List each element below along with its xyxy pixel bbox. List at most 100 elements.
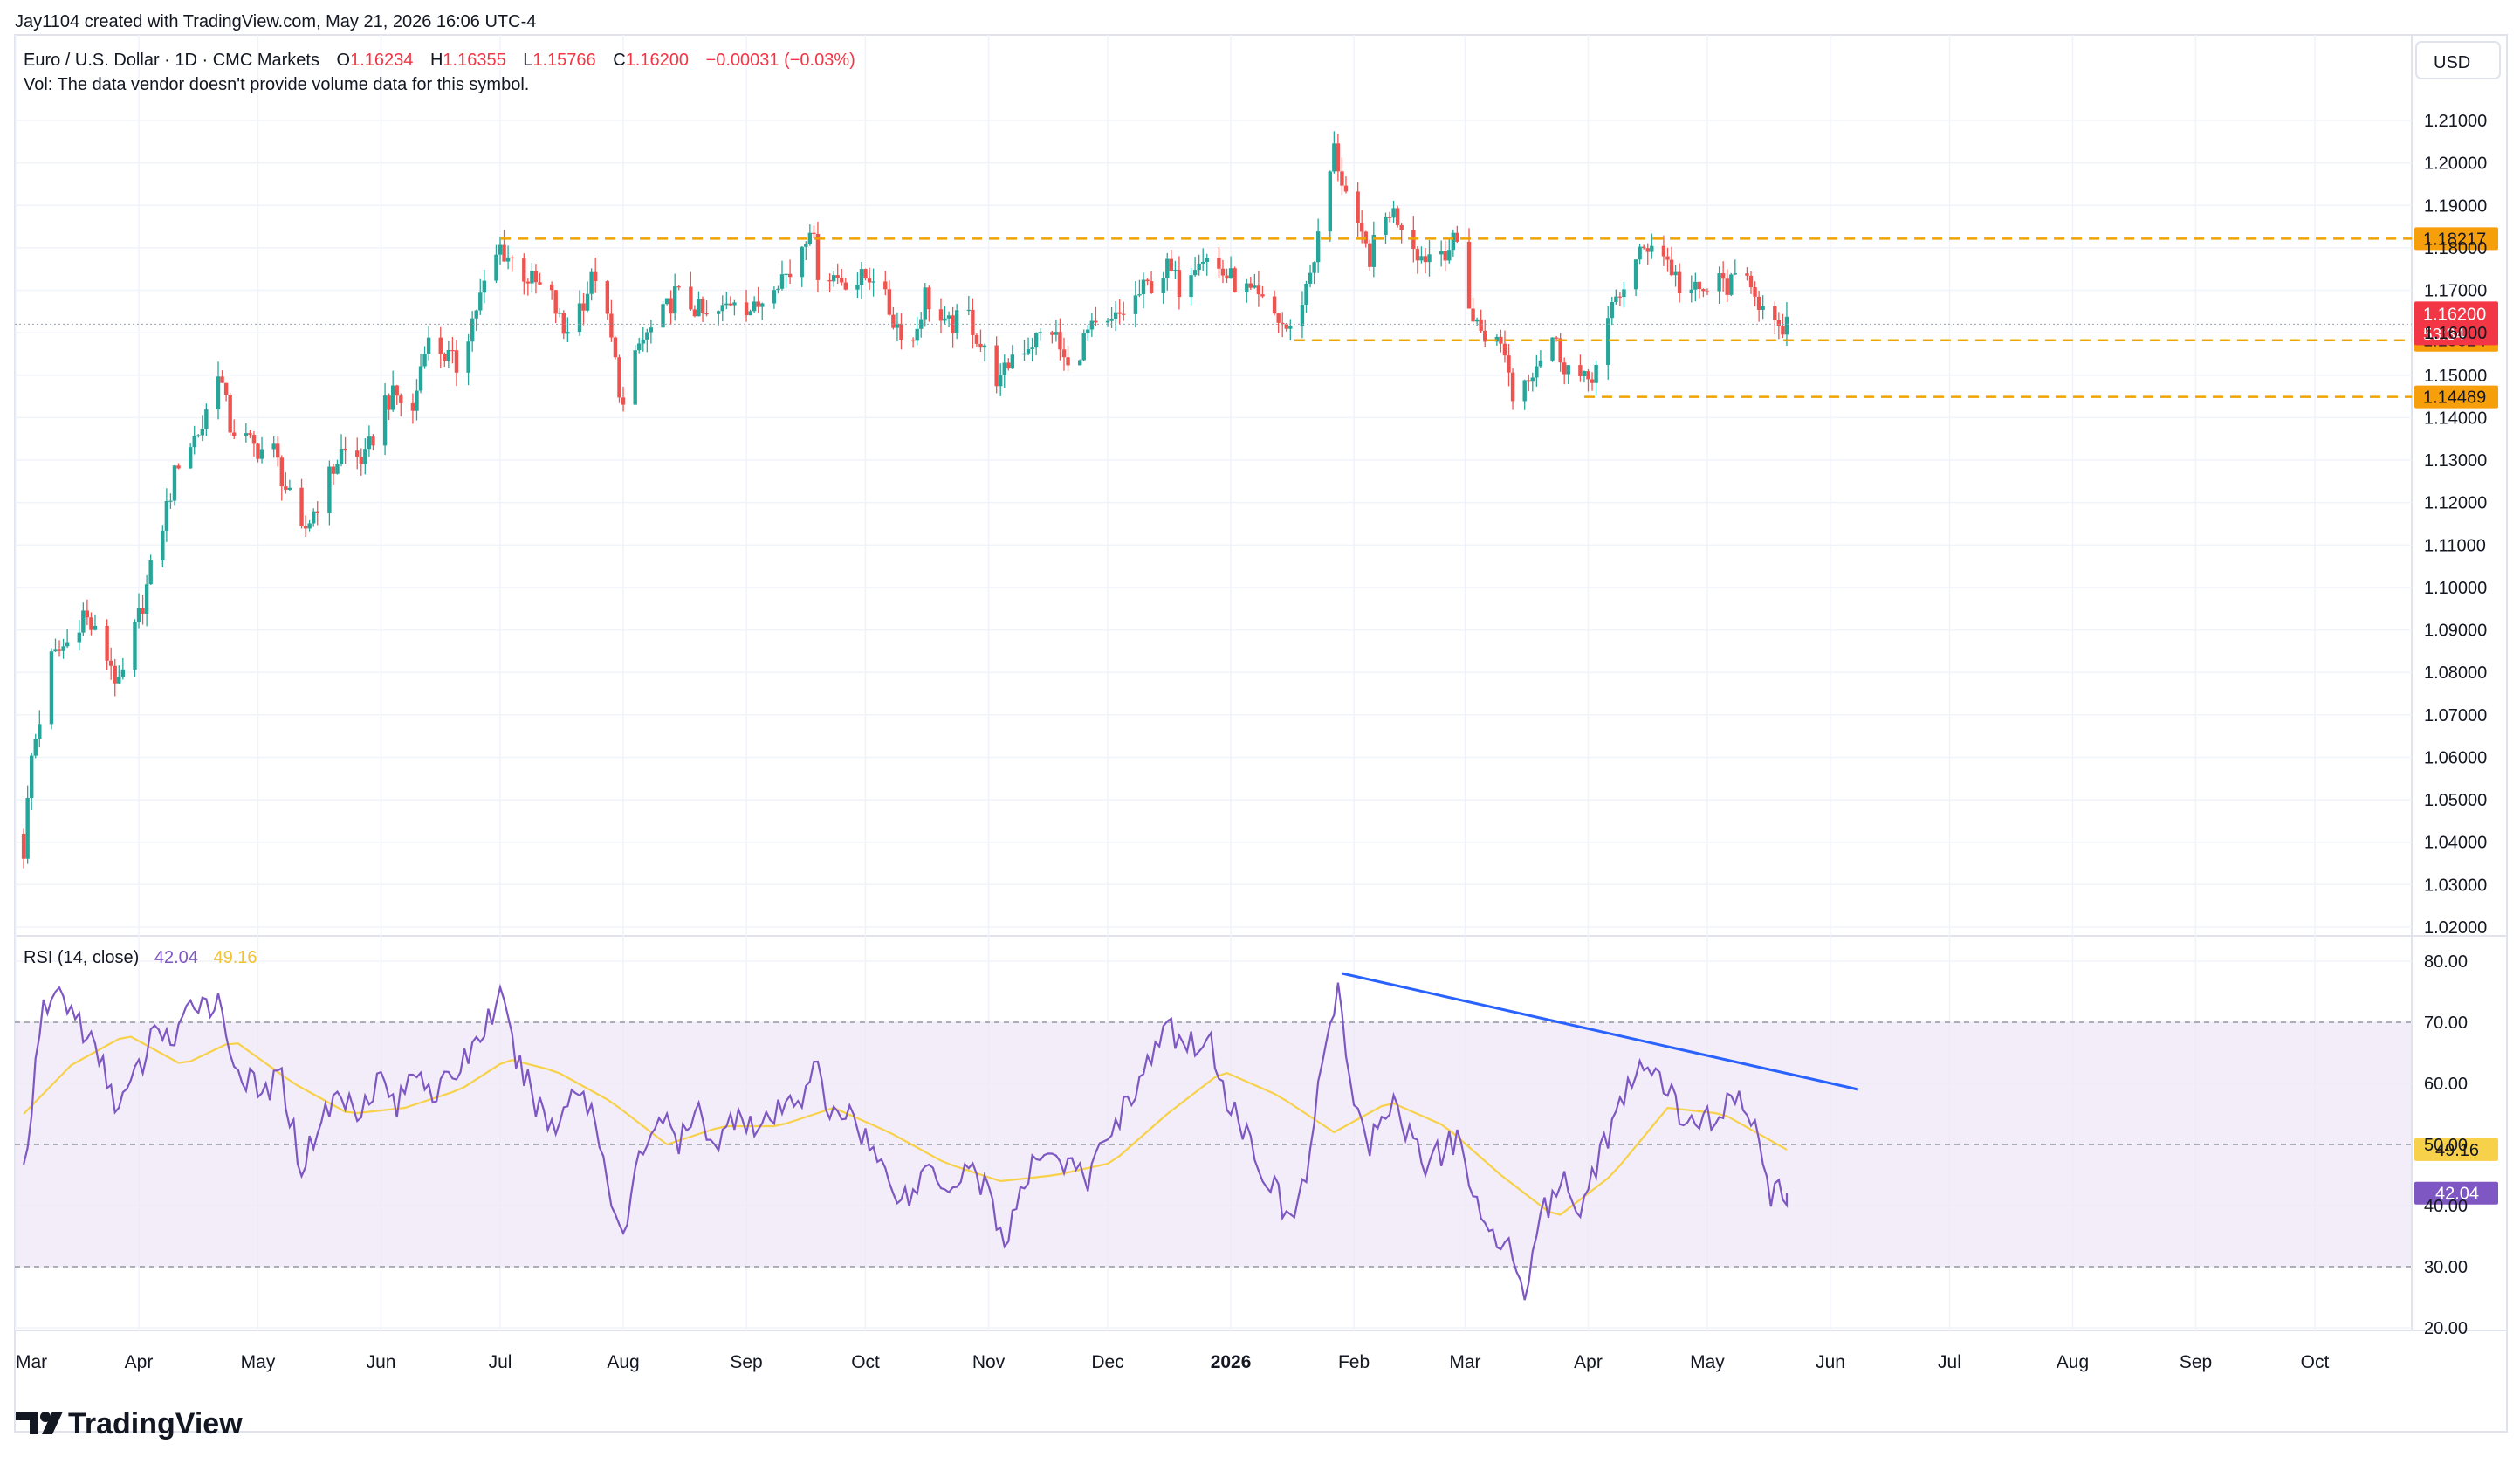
candle[interactable]: [61, 638, 65, 659]
candle[interactable]: [744, 289, 749, 322]
candle[interactable]: [510, 255, 514, 272]
candle[interactable]: [581, 292, 586, 326]
candle[interactable]: [974, 333, 979, 347]
candle[interactable]: [1109, 306, 1114, 328]
candle[interactable]: [664, 298, 669, 306]
candle[interactable]: [807, 224, 813, 246]
candle[interactable]: [93, 614, 98, 631]
candle[interactable]: [204, 403, 209, 436]
candle[interactable]: [470, 311, 475, 352]
candle[interactable]: [188, 443, 193, 469]
candle[interactable]: [1443, 240, 1447, 271]
candle[interactable]: [1308, 265, 1313, 288]
candle[interactable]: [454, 340, 459, 387]
candle[interactable]: [287, 479, 292, 491]
candle[interactable]: [390, 370, 395, 412]
candle[interactable]: [299, 478, 304, 529]
candle[interactable]: [1665, 247, 1670, 272]
candle[interactable]: [176, 463, 181, 470]
candle[interactable]: [1748, 271, 1754, 294]
candle[interactable]: [1161, 271, 1165, 304]
candle[interactable]: [1245, 278, 1249, 303]
candle[interactable]: [1006, 358, 1011, 371]
candle[interactable]: [831, 270, 836, 287]
candle[interactable]: [1197, 254, 1201, 276]
candle[interactable]: [1371, 221, 1377, 278]
candle[interactable]: [315, 501, 319, 526]
candle[interactable]: [1253, 273, 1257, 289]
candle[interactable]: [697, 291, 701, 317]
candle[interactable]: [136, 593, 141, 629]
candle[interactable]: [1113, 301, 1118, 332]
candle[interactable]: [21, 828, 26, 869]
candle[interactable]: [1499, 329, 1503, 353]
candle[interactable]: [1304, 280, 1308, 313]
candle[interactable]: [728, 296, 733, 306]
candle[interactable]: [172, 464, 177, 506]
candle[interactable]: [1633, 259, 1638, 297]
candle[interactable]: [161, 525, 165, 568]
candle[interactable]: [1510, 368, 1515, 410]
candle[interactable]: [1720, 261, 1726, 292]
candle[interactable]: [1022, 340, 1027, 361]
candle[interactable]: [1081, 329, 1086, 361]
candle[interactable]: [113, 658, 117, 697]
candle[interactable]: [1582, 370, 1587, 383]
candle[interactable]: [1701, 288, 1706, 298]
candle[interactable]: [585, 281, 590, 313]
candle[interactable]: [717, 310, 721, 326]
candle[interactable]: [1483, 319, 1487, 348]
candle[interactable]: [1399, 223, 1404, 244]
candle[interactable]: [1256, 271, 1261, 307]
candle[interactable]: [1745, 267, 1749, 281]
tradingview-logo[interactable]: TradingView: [16, 1407, 243, 1440]
candle[interactable]: [593, 257, 598, 293]
candle[interactable]: [196, 434, 201, 438]
candle[interactable]: [1558, 333, 1562, 372]
candle[interactable]: [141, 595, 145, 625]
candle[interactable]: [1328, 170, 1332, 242]
candle[interactable]: [1228, 256, 1233, 279]
candle[interactable]: [1133, 281, 1138, 328]
candle[interactable]: [77, 620, 81, 651]
candle[interactable]: [168, 493, 173, 509]
candle[interactable]: [776, 285, 780, 294]
candle[interactable]: [954, 304, 959, 340]
candle[interactable]: [760, 302, 765, 320]
candle[interactable]: [1105, 318, 1110, 327]
candle[interactable]: [33, 733, 38, 759]
candle[interactable]: [1356, 182, 1360, 237]
candle[interactable]: [1594, 361, 1598, 396]
candle[interactable]: [645, 328, 649, 353]
candle[interactable]: [25, 785, 30, 864]
candle[interactable]: [1550, 337, 1555, 362]
candle[interactable]: [566, 317, 570, 343]
candle[interactable]: [1033, 332, 1039, 356]
candle[interactable]: [1030, 338, 1034, 362]
candle[interactable]: [120, 657, 126, 680]
candle[interactable]: [946, 311, 951, 327]
candle[interactable]: [89, 612, 93, 636]
candle[interactable]: [1673, 265, 1678, 287]
candle[interactable]: [943, 306, 947, 325]
candle[interactable]: [244, 423, 249, 443]
candle[interactable]: [919, 312, 924, 338]
candlestick-series[interactable]: [21, 131, 1789, 869]
candle[interactable]: [633, 345, 637, 405]
candle[interactable]: [311, 508, 316, 527]
candle[interactable]: [1177, 256, 1182, 310]
candle[interactable]: [1776, 312, 1782, 340]
candle[interactable]: [1002, 354, 1006, 388]
candle[interactable]: [553, 289, 558, 324]
candle[interactable]: [1617, 292, 1623, 306]
candle[interactable]: [649, 320, 654, 344]
candle[interactable]: [81, 602, 86, 636]
candle[interactable]: [339, 434, 344, 467]
candle[interactable]: [438, 326, 443, 368]
candle[interactable]: [605, 279, 610, 320]
candle[interactable]: [1343, 176, 1349, 194]
candle[interactable]: [395, 384, 399, 405]
candle[interactable]: [232, 419, 237, 440]
candle[interactable]: [617, 354, 621, 403]
candle[interactable]: [1217, 247, 1221, 279]
